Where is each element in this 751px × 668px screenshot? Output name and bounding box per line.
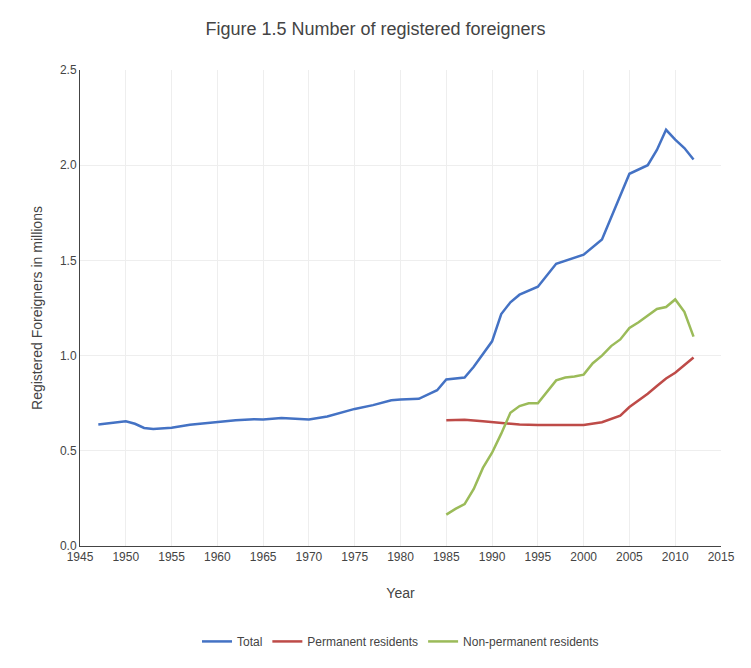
svg-text:2000: 2000: [570, 550, 597, 564]
svg-text:1970: 1970: [296, 550, 323, 564]
svg-text:Total: Total: [237, 635, 262, 649]
svg-text:2015: 2015: [708, 550, 735, 564]
svg-text:1995: 1995: [525, 550, 552, 564]
svg-text:1960: 1960: [204, 550, 231, 564]
svg-text:1985: 1985: [433, 550, 460, 564]
svg-text:Year: Year: [386, 585, 415, 601]
svg-text:1980: 1980: [387, 550, 414, 564]
svg-text:1965: 1965: [250, 550, 277, 564]
svg-text:Registered Foreigners in milli: Registered Foreigners in millions: [29, 206, 45, 410]
svg-text:1955: 1955: [158, 550, 185, 564]
svg-text:Figure 1.5 Number of registere: Figure 1.5 Number of registered foreigne…: [205, 19, 545, 39]
svg-text:1.0: 1.0: [60, 349, 77, 363]
svg-text:2.0: 2.0: [60, 158, 77, 172]
svg-text:1950: 1950: [112, 550, 139, 564]
svg-text:1975: 1975: [341, 550, 368, 564]
svg-text:2005: 2005: [616, 550, 643, 564]
svg-text:Non-permanent residents: Non-permanent residents: [463, 635, 598, 649]
svg-text:1990: 1990: [479, 550, 506, 564]
svg-text:Permanent residents: Permanent residents: [307, 635, 418, 649]
svg-text:0.5: 0.5: [60, 444, 77, 458]
svg-text:2010: 2010: [662, 550, 689, 564]
svg-text:1945: 1945: [67, 550, 94, 564]
svg-text:1.5: 1.5: [60, 254, 77, 268]
svg-text:0.0: 0.0: [60, 539, 77, 553]
svg-text:2.5: 2.5: [60, 63, 77, 77]
